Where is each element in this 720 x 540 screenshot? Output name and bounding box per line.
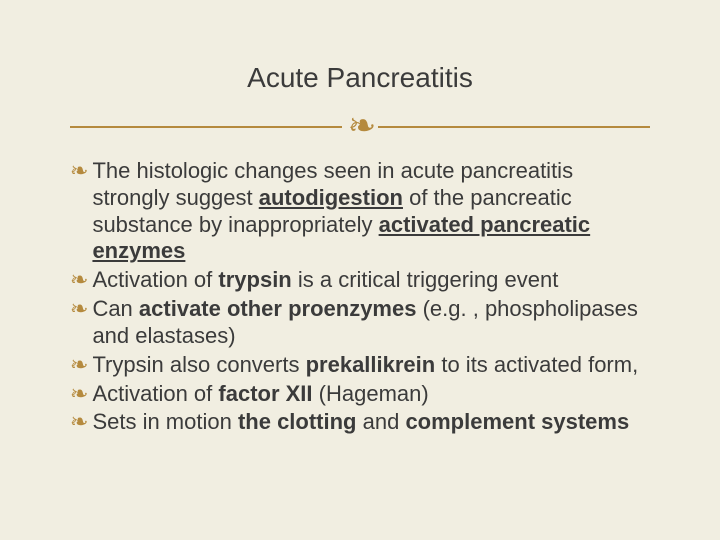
title-divider: ❧ <box>70 110 650 144</box>
list-item-text: Activation of trypsin is a critical trig… <box>92 267 558 294</box>
flourish-icon: ❧ <box>348 110 373 144</box>
list-item-text: Sets in motion the clotting and compleme… <box>92 409 629 436</box>
list-item: ❧Can activate other proenzymes (e.g. , p… <box>70 296 650 350</box>
slide-title: Acute Pancreatitis <box>0 0 720 104</box>
list-item-text: Activation of factor XII (Hageman) <box>92 381 428 408</box>
divider-line-left <box>70 126 342 128</box>
list-item: ❧Activation of trypsin is a critical tri… <box>70 267 650 294</box>
list-item: ❧The histologic changes seen in acute pa… <box>70 158 650 265</box>
bullet-icon: ❧ <box>70 296 86 350</box>
list-item-text: The histologic changes seen in acute pan… <box>92 158 650 265</box>
bullet-icon: ❧ <box>70 381 86 408</box>
divider-line-right <box>378 126 650 128</box>
bullet-icon: ❧ <box>70 352 86 379</box>
slide: Acute Pancreatitis ❧ ❧The histologic cha… <box>0 0 720 540</box>
content-list: ❧The histologic changes seen in acute pa… <box>70 158 650 436</box>
bullet-icon: ❧ <box>70 409 86 436</box>
list-item-text: Can activate other proenzymes (e.g. , ph… <box>92 296 650 350</box>
bullet-icon: ❧ <box>70 267 86 294</box>
list-item: ❧Sets in motion the clotting and complem… <box>70 409 650 436</box>
list-item: ❧Activation of factor XII (Hageman) <box>70 381 650 408</box>
list-item: ❧Trypsin also converts prekallikrein to … <box>70 352 650 379</box>
list-item-text: Trypsin also converts prekallikrein to i… <box>92 352 638 379</box>
bullet-icon: ❧ <box>70 158 86 265</box>
